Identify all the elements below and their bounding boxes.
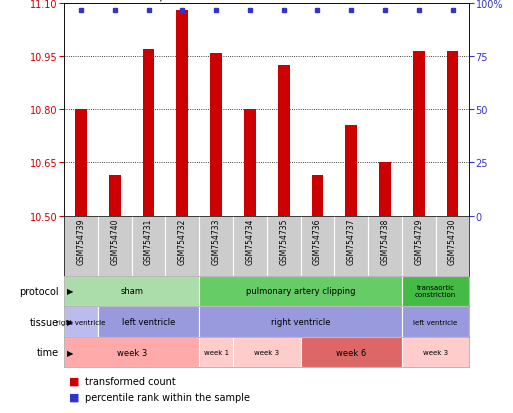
Text: transformed count: transformed count [85, 376, 175, 386]
Text: percentile rank within the sample: percentile rank within the sample [85, 392, 250, 402]
Text: week 3: week 3 [116, 348, 147, 357]
Text: GSM754729: GSM754729 [414, 218, 423, 264]
Bar [311, 176, 323, 216]
Text: GSM754737: GSM754737 [347, 218, 356, 264]
Text: week 6: week 6 [336, 348, 366, 357]
Bar [345, 126, 357, 216]
Text: week 3: week 3 [254, 349, 279, 355]
Text: ■: ■ [69, 376, 80, 386]
Text: right ventricle: right ventricle [56, 319, 106, 325]
Bar [75, 110, 87, 216]
Text: GDS4545 / 10400023: GDS4545 / 10400023 [96, 0, 231, 3]
Bar [402, 337, 469, 368]
Text: GSM754735: GSM754735 [279, 218, 288, 264]
Bar [64, 276, 199, 306]
Bar [98, 306, 199, 337]
Text: GSM754731: GSM754731 [144, 218, 153, 264]
Text: protocol: protocol [19, 286, 59, 296]
Text: right ventricle: right ventricle [271, 317, 330, 326]
Bar [176, 11, 188, 216]
Bar [379, 163, 391, 216]
Text: ▶: ▶ [67, 348, 73, 357]
Text: pulmonary artery clipping: pulmonary artery clipping [246, 287, 356, 296]
Text: week 3: week 3 [423, 349, 448, 355]
Text: GSM754736: GSM754736 [313, 218, 322, 264]
Bar [64, 306, 98, 337]
Bar [402, 306, 469, 337]
Text: left ventricle: left ventricle [413, 319, 458, 325]
Text: ▶: ▶ [67, 287, 73, 296]
Text: week 1: week 1 [204, 349, 229, 355]
Text: time: time [37, 347, 59, 357]
Bar [199, 306, 402, 337]
Bar [143, 50, 154, 216]
Bar [447, 52, 459, 216]
Bar [199, 337, 233, 368]
Text: tissue: tissue [30, 317, 59, 327]
Bar [413, 52, 425, 216]
Bar [244, 110, 256, 216]
Bar [301, 337, 402, 368]
Text: transaortic
constriction: transaortic constriction [415, 285, 456, 298]
Bar [199, 276, 402, 306]
Bar [210, 54, 222, 216]
Bar [233, 337, 301, 368]
Text: left ventricle: left ventricle [122, 317, 175, 326]
Bar [278, 66, 289, 216]
Text: GSM754730: GSM754730 [448, 218, 457, 264]
Text: ■: ■ [69, 392, 80, 402]
Bar [64, 337, 199, 368]
Bar [109, 176, 121, 216]
Text: GSM754732: GSM754732 [178, 218, 187, 264]
Text: sham: sham [120, 287, 143, 296]
Bar [402, 276, 469, 306]
Text: GSM754739: GSM754739 [76, 218, 86, 264]
Text: GSM754738: GSM754738 [381, 218, 389, 264]
Text: ▶: ▶ [67, 317, 73, 326]
Text: GSM754733: GSM754733 [211, 218, 221, 264]
Text: GSM754734: GSM754734 [245, 218, 254, 264]
Text: GSM754740: GSM754740 [110, 218, 120, 264]
